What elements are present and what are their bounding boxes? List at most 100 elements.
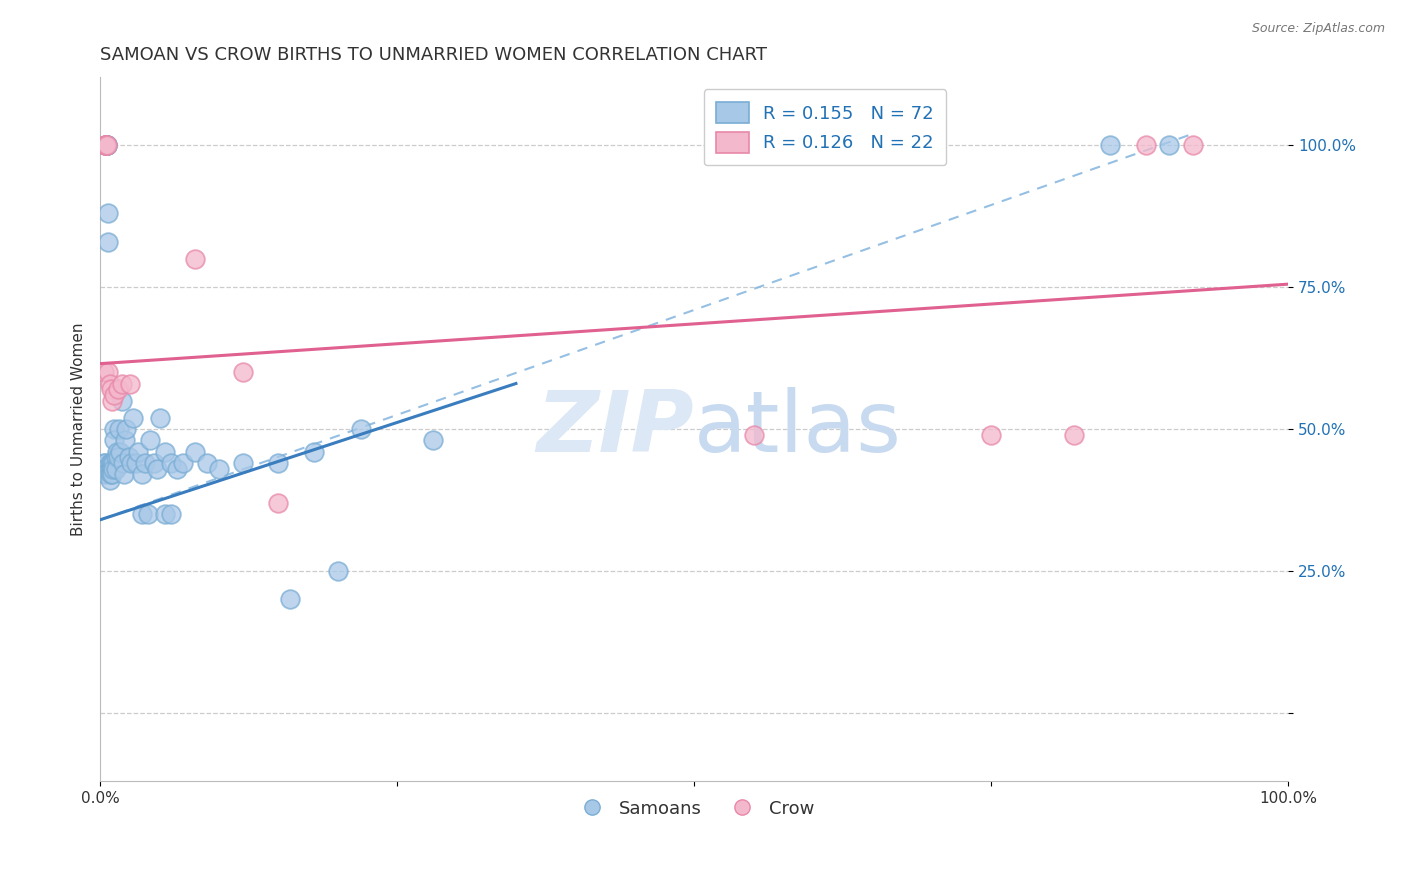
- Point: [93, 461, 115, 475]
- Text: SAMOAN VS CROW BIRTHS TO UNMARRIED WOMEN CORRELATION CHART: SAMOAN VS CROW BIRTHS TO UNMARRIED WOMEN…: [100, 46, 768, 64]
- Point: [100, 461, 122, 475]
- Point: [96, 138, 118, 153]
- Point: [100, 467, 122, 482]
- Point: [94, 138, 117, 153]
- Point: [131, 467, 153, 482]
- Point: [131, 507, 153, 521]
- Point: [94, 138, 117, 153]
- Point: [98, 461, 121, 475]
- Point: [1098, 138, 1121, 153]
- Point: [302, 444, 325, 458]
- Point: [326, 564, 349, 578]
- Point: [350, 422, 373, 436]
- Point: [155, 444, 177, 458]
- Point: [115, 422, 138, 436]
- Point: [107, 450, 129, 465]
- Point: [112, 467, 135, 482]
- Point: [118, 376, 141, 391]
- Point: [104, 461, 127, 475]
- Point: [108, 422, 131, 436]
- Point: [96, 138, 118, 153]
- Point: [122, 410, 145, 425]
- Point: [103, 388, 125, 402]
- Point: [742, 427, 765, 442]
- Point: [103, 461, 125, 475]
- Point: [172, 456, 194, 470]
- Point: [103, 422, 125, 436]
- Point: [278, 592, 301, 607]
- Point: [100, 382, 122, 396]
- Point: [98, 467, 121, 482]
- Point: [125, 456, 148, 470]
- Text: Source: ZipAtlas.com: Source: ZipAtlas.com: [1251, 22, 1385, 36]
- Point: [195, 456, 218, 470]
- Point: [110, 393, 132, 408]
- Y-axis label: Births to Unmarried Women: Births to Unmarried Women: [72, 322, 86, 536]
- Point: [117, 450, 139, 465]
- Point: [267, 456, 290, 470]
- Point: [101, 467, 124, 482]
- Point: [1135, 138, 1157, 153]
- Point: [98, 376, 121, 391]
- Point: [103, 434, 125, 448]
- Point: [1159, 138, 1181, 153]
- Point: [94, 461, 117, 475]
- Point: [111, 456, 134, 470]
- Point: [96, 138, 118, 153]
- Point: [134, 456, 156, 470]
- Point: [232, 456, 254, 470]
- Point: [94, 138, 117, 153]
- Point: [93, 456, 115, 470]
- Point: [267, 496, 290, 510]
- Point: [94, 138, 117, 153]
- Point: [94, 138, 117, 153]
- Point: [1063, 427, 1085, 442]
- Point: [103, 456, 125, 470]
- Point: [97, 206, 120, 220]
- Point: [97, 365, 120, 379]
- Point: [101, 393, 124, 408]
- Point: [127, 444, 149, 458]
- Point: [422, 434, 444, 448]
- Point: [94, 138, 117, 153]
- Text: atlas: atlas: [695, 387, 903, 470]
- Point: [94, 138, 117, 153]
- Point: [94, 138, 117, 153]
- Point: [97, 235, 120, 249]
- Point: [100, 456, 122, 470]
- Point: [184, 444, 207, 458]
- Point: [1182, 138, 1205, 153]
- Legend: Samoans, Crow: Samoans, Crow: [567, 792, 821, 825]
- Text: ZIP: ZIP: [537, 387, 695, 470]
- Point: [96, 138, 118, 153]
- Point: [94, 456, 117, 470]
- Point: [160, 507, 183, 521]
- Point: [980, 427, 1002, 442]
- Point: [98, 473, 121, 487]
- Point: [110, 376, 132, 391]
- Point: [98, 456, 121, 470]
- Point: [136, 507, 159, 521]
- Point: [146, 461, 169, 475]
- Point: [142, 456, 165, 470]
- Point: [94, 467, 117, 482]
- Point: [96, 138, 118, 153]
- Point: [93, 365, 115, 379]
- Point: [101, 461, 124, 475]
- Point: [114, 434, 136, 448]
- Point: [120, 456, 142, 470]
- Point: [148, 410, 170, 425]
- Point: [155, 507, 177, 521]
- Point: [139, 434, 162, 448]
- Point: [104, 450, 127, 465]
- Point: [184, 252, 207, 266]
- Point: [232, 365, 254, 379]
- Point: [208, 461, 231, 475]
- Point: [101, 456, 124, 470]
- Point: [166, 461, 188, 475]
- Point: [110, 444, 132, 458]
- Point: [107, 382, 129, 396]
- Point: [94, 138, 117, 153]
- Point: [105, 444, 128, 458]
- Point: [160, 456, 183, 470]
